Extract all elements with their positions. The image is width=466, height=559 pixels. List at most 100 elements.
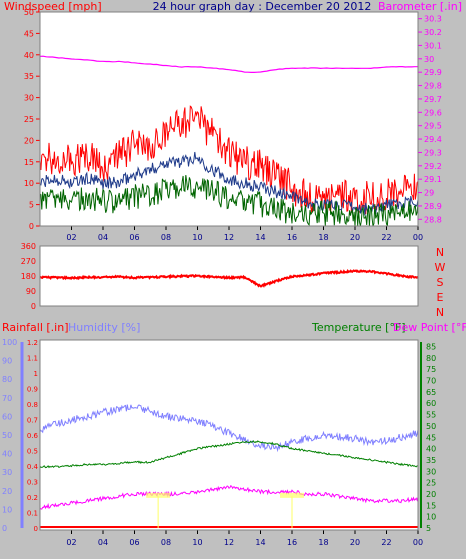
temperature-tick-label: 50 xyxy=(426,422,436,431)
wind-x-tick-label: 22 xyxy=(381,233,391,242)
barometer-tick-label: 29 xyxy=(424,189,434,198)
wind-y-tick-label: 40 xyxy=(24,51,34,60)
barometer-tick-label: 28.9 xyxy=(424,202,442,211)
thermo-series-temp xyxy=(39,440,418,469)
barometer-tick-label: 29.4 xyxy=(424,135,442,144)
rainfall-tick-label: 1 xyxy=(34,370,38,378)
barometer-tick-label: 29.3 xyxy=(424,148,442,157)
barometer-tick-label: 30 xyxy=(424,55,434,64)
wind-y-tick-label: 10 xyxy=(24,179,34,188)
thermo-x-tick-label: 20 xyxy=(350,538,360,547)
thermo-x-tick-label: 06 xyxy=(129,538,139,547)
compass-label: E xyxy=(437,291,444,304)
compass-label: N xyxy=(436,306,444,319)
barometer-tick-label: 29.2 xyxy=(424,162,442,171)
barometer-tick-label: 28.8 xyxy=(424,215,442,224)
humidity-tick-label: 50 xyxy=(2,431,12,440)
thermo-x-tick-label: 04 xyxy=(98,538,108,547)
humidity-tick-label: 0 xyxy=(2,524,7,533)
wind-x-tick-label: 02 xyxy=(66,233,76,242)
wind-y-tick-label: 5 xyxy=(29,201,34,210)
wind-x-tick-label: 18 xyxy=(318,233,328,242)
wind-y-tick-label: 45 xyxy=(24,29,34,38)
temperature-tick-label: 75 xyxy=(426,365,436,374)
wind-x-tick-label: 12 xyxy=(224,233,234,242)
temperature-tick-label: 85 xyxy=(426,343,436,352)
wind-y-tick-label: 25 xyxy=(24,115,34,124)
humidity-label: Humidity [%] xyxy=(68,321,140,334)
wind-y-tick-label: 15 xyxy=(24,158,34,167)
direction-y-tick-label: 0 xyxy=(31,302,36,311)
barometer-tick-label: 30.2 xyxy=(424,28,442,37)
wind-y-tick-label: 50 xyxy=(24,8,34,17)
compass-label: W xyxy=(435,261,446,274)
wind-x-tick-label: 10 xyxy=(192,233,202,242)
wind-y-tick-label: 20 xyxy=(24,136,34,145)
direction-y-tick-label: 270 xyxy=(21,257,36,266)
wind-x-tick-label: 08 xyxy=(161,233,171,242)
barometer-tick-label: 30.3 xyxy=(424,15,442,24)
graph-title: 24 hour graph day : December 20 2012 xyxy=(153,0,372,13)
temperature-tick-label: 15 xyxy=(426,501,436,510)
rainfall-tick-label: 0.9 xyxy=(27,386,38,394)
thermo-plot-area xyxy=(40,340,418,530)
barometer-tick-label: 29.1 xyxy=(424,175,442,184)
direction-frame xyxy=(39,245,419,307)
temperature-tick-label: 25 xyxy=(426,479,436,488)
temperature-tick-label: 65 xyxy=(426,388,436,397)
rainfall-tick-label: 0.5 xyxy=(27,448,38,456)
rainfall-tick-label: 0 xyxy=(34,525,38,533)
windspeed-label: Windspeed [mph] xyxy=(4,0,102,13)
thermo-x-tick-label: 00 xyxy=(413,538,423,547)
compass-label: S xyxy=(437,276,444,289)
thermo-series-hum xyxy=(39,404,419,453)
temperature-tick-label: 40 xyxy=(426,445,436,454)
wind-x-tick-label: 20 xyxy=(350,233,360,242)
humidity-tick-label: 60 xyxy=(2,412,12,421)
thermo-x-tick-label: 10 xyxy=(192,538,202,547)
wind-frame xyxy=(39,11,419,227)
thermo-x-tick-label: 22 xyxy=(381,538,391,547)
rain-marker-band xyxy=(146,492,171,498)
barometer-tick-label: 29.7 xyxy=(424,95,442,104)
wind-x-tick-label: 04 xyxy=(98,233,108,242)
temperature-tick-label: 60 xyxy=(426,399,436,408)
humidity-tick-label: 30 xyxy=(2,468,12,477)
direction-y-tick-label: 360 xyxy=(21,242,36,251)
thermo-x-tick-label: 16 xyxy=(287,538,297,547)
temperature-tick-label: 30 xyxy=(426,467,436,476)
humidity-tick-label: 80 xyxy=(2,375,12,384)
temperature-tick-label: 70 xyxy=(426,377,436,386)
rainfall-tick-label: 1.1 xyxy=(27,355,38,363)
humidity-tick-label: 90 xyxy=(2,357,12,366)
humidity-tick-label: 100 xyxy=(2,338,17,347)
thermo-x-tick-label: 08 xyxy=(161,538,171,547)
temperature-tick-label: 45 xyxy=(426,433,436,442)
thermo-series-dew xyxy=(39,484,419,510)
wind-x-tick-label: 06 xyxy=(129,233,139,242)
rainfall-tick-label: 0.6 xyxy=(27,432,39,440)
temperature-tick-label: 10 xyxy=(426,513,436,522)
compass-label: N xyxy=(436,246,444,259)
rainfall-tick-label: 0.8 xyxy=(27,401,38,409)
rain-marker-band xyxy=(280,492,304,498)
temperature-tick-label: 5 xyxy=(426,524,431,533)
temperature-tick-label: 55 xyxy=(426,411,436,420)
barometer-tick-label: 29.8 xyxy=(424,82,442,91)
direction-y-tick-label: 90 xyxy=(26,287,36,296)
humidity-tick-label: 10 xyxy=(2,505,12,514)
direction-y-tick-label: 180 xyxy=(21,272,36,281)
rainfall-tick-label: 0.4 xyxy=(27,463,39,471)
rainfall-label: Rainfall [.in] xyxy=(2,321,69,334)
temperature-label: Temperature [°F] xyxy=(311,321,406,334)
rainfall-tick-label: 0.1 xyxy=(27,510,38,518)
temperature-tick-label: 35 xyxy=(426,456,436,465)
humidity-tick-label: 20 xyxy=(2,487,12,496)
wind-x-tick-label: 16 xyxy=(287,233,297,242)
rainfall-tick-label: 0.2 xyxy=(27,494,38,502)
wind-y-tick-label: 35 xyxy=(24,72,34,81)
thermo-frame xyxy=(39,339,419,531)
barometer-tick-label: 29.5 xyxy=(424,122,442,131)
